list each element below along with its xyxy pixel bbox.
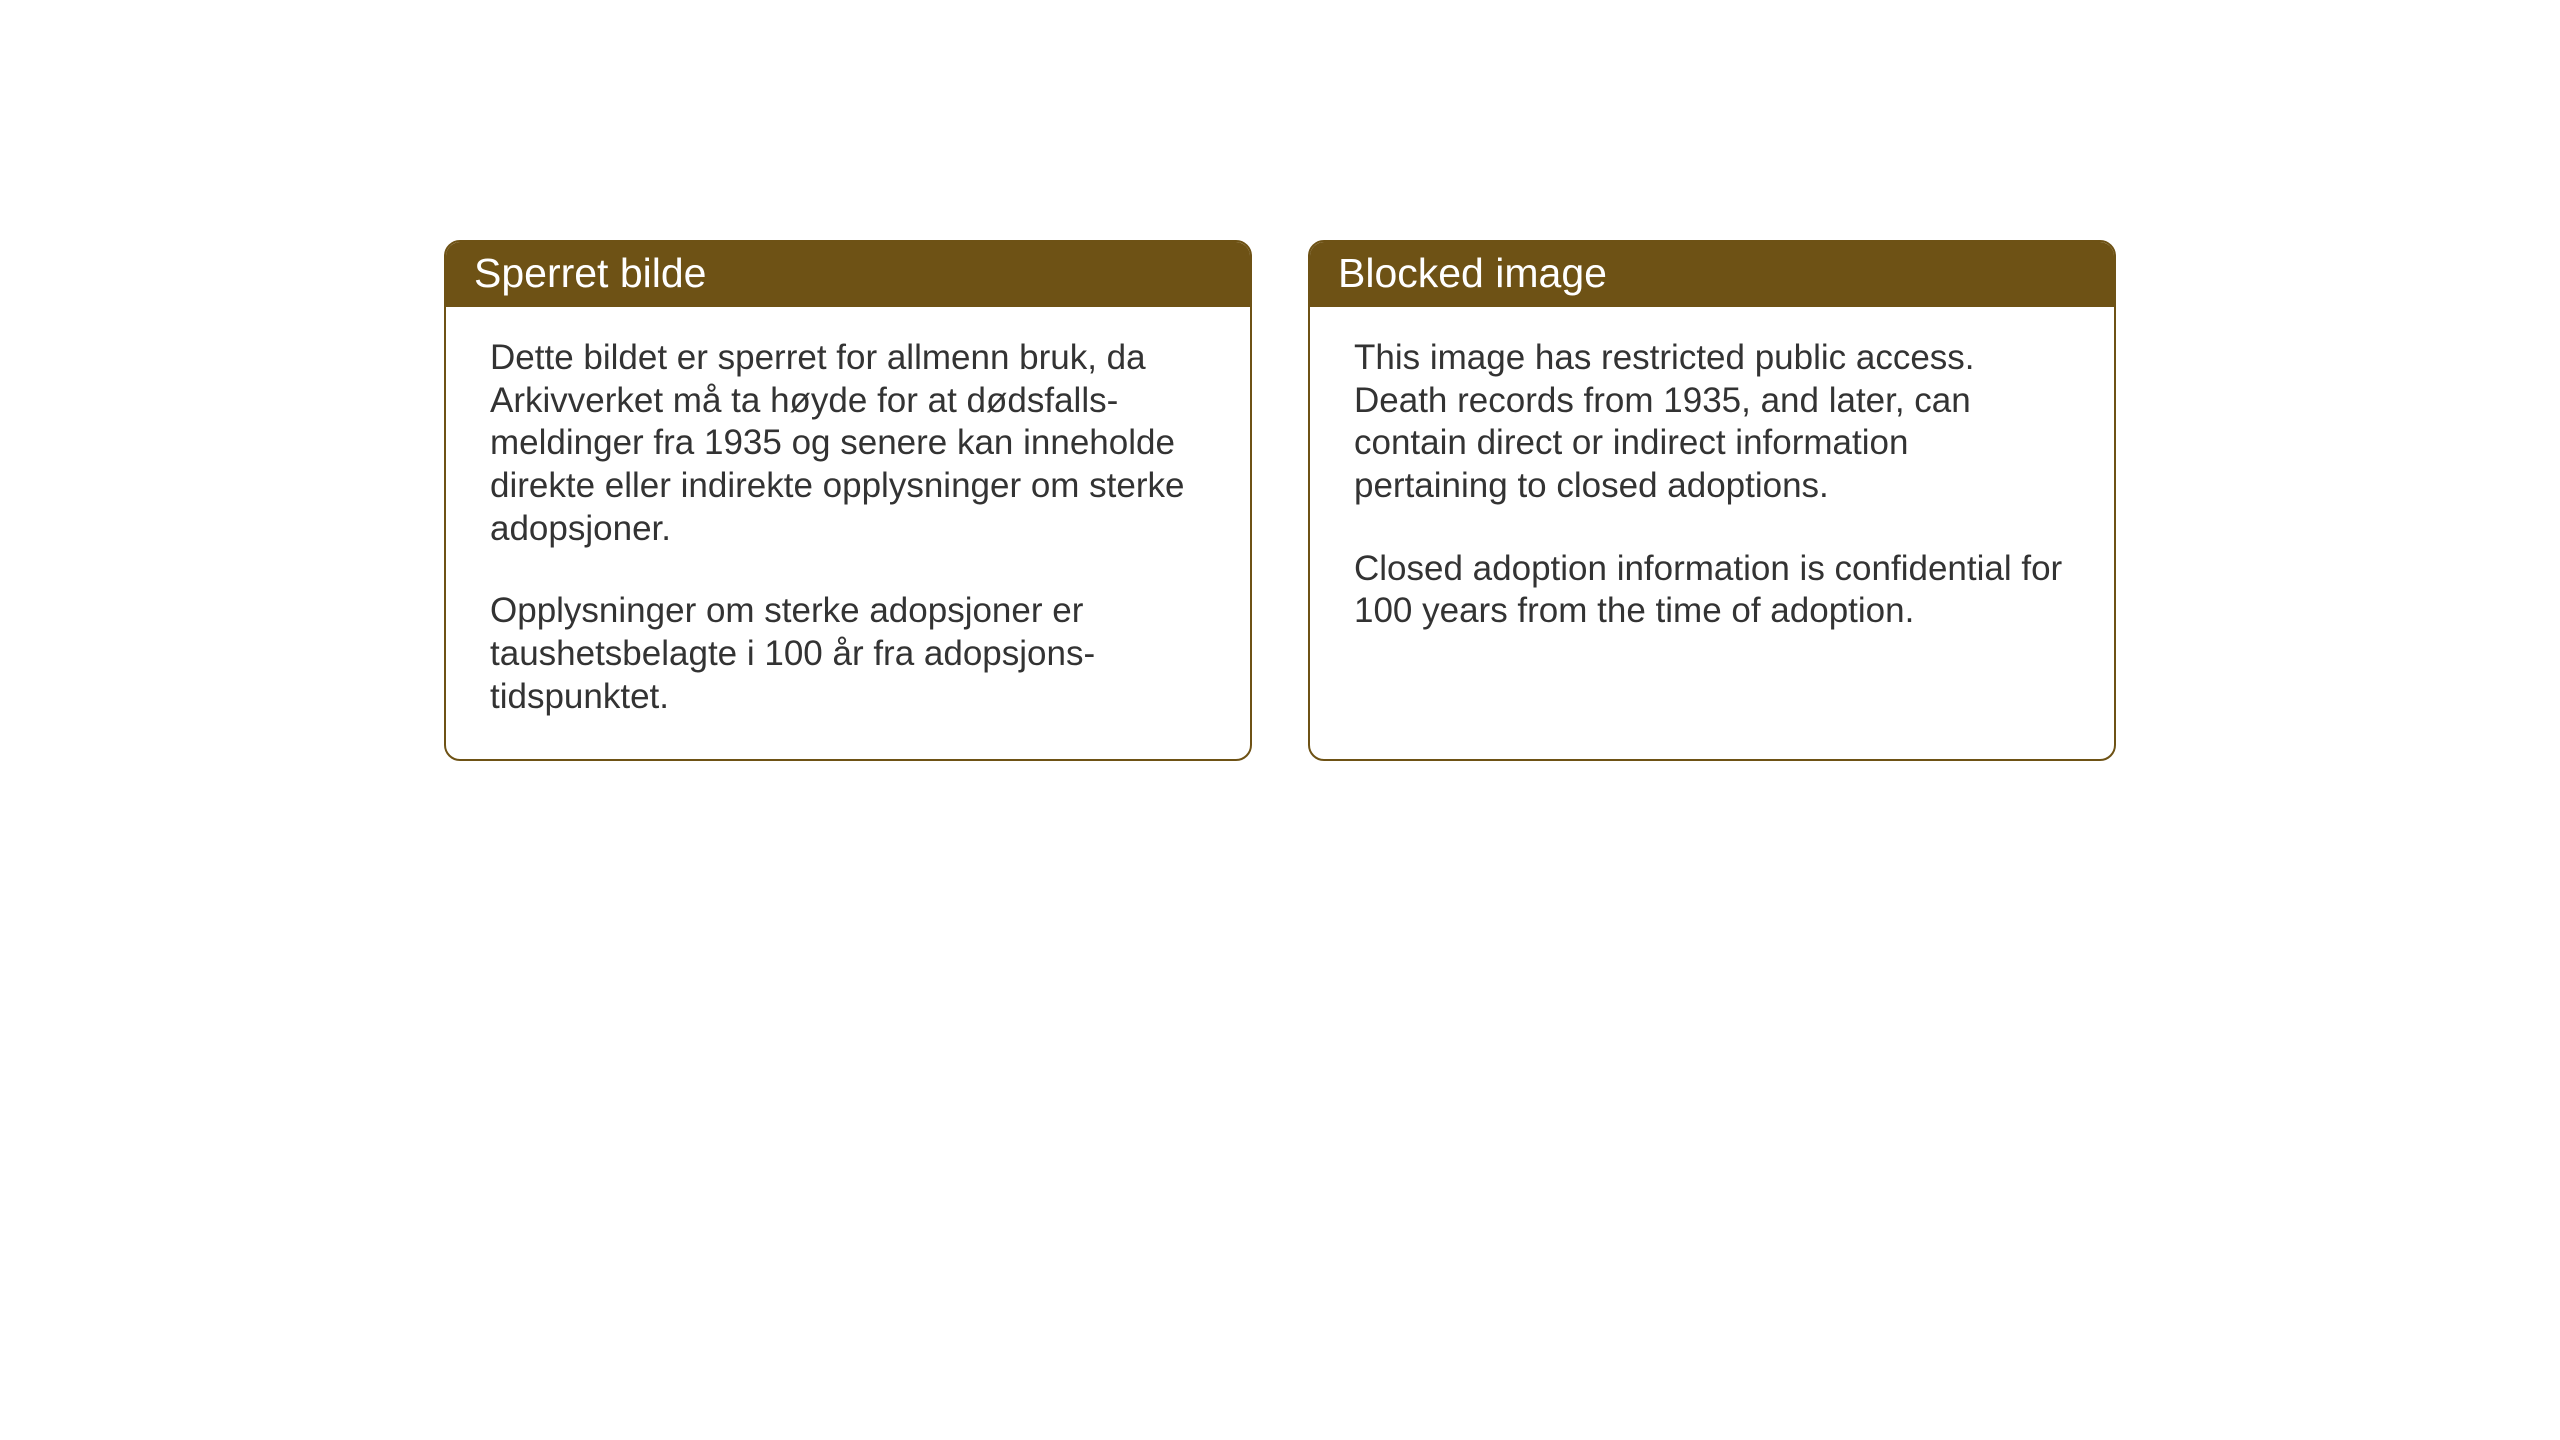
card-header-english: Blocked image — [1310, 242, 2114, 307]
card-body-english: This image has restricted public access.… — [1310, 307, 2114, 673]
notice-card-english: Blocked image This image has restricted … — [1308, 240, 2116, 761]
notice-paragraph: This image has restricted public access.… — [1354, 337, 2070, 508]
notice-cards-container: Sperret bilde Dette bildet er sperret fo… — [444, 240, 2116, 761]
card-header-norwegian: Sperret bilde — [446, 242, 1250, 307]
notice-paragraph: Dette bildet er sperret for allmenn bruk… — [490, 337, 1206, 550]
notice-paragraph: Opplysninger om sterke adopsjoner er tau… — [490, 590, 1206, 718]
card-body-norwegian: Dette bildet er sperret for allmenn bruk… — [446, 307, 1250, 759]
notice-card-norwegian: Sperret bilde Dette bildet er sperret fo… — [444, 240, 1252, 761]
notice-paragraph: Closed adoption information is confident… — [1354, 548, 2070, 633]
